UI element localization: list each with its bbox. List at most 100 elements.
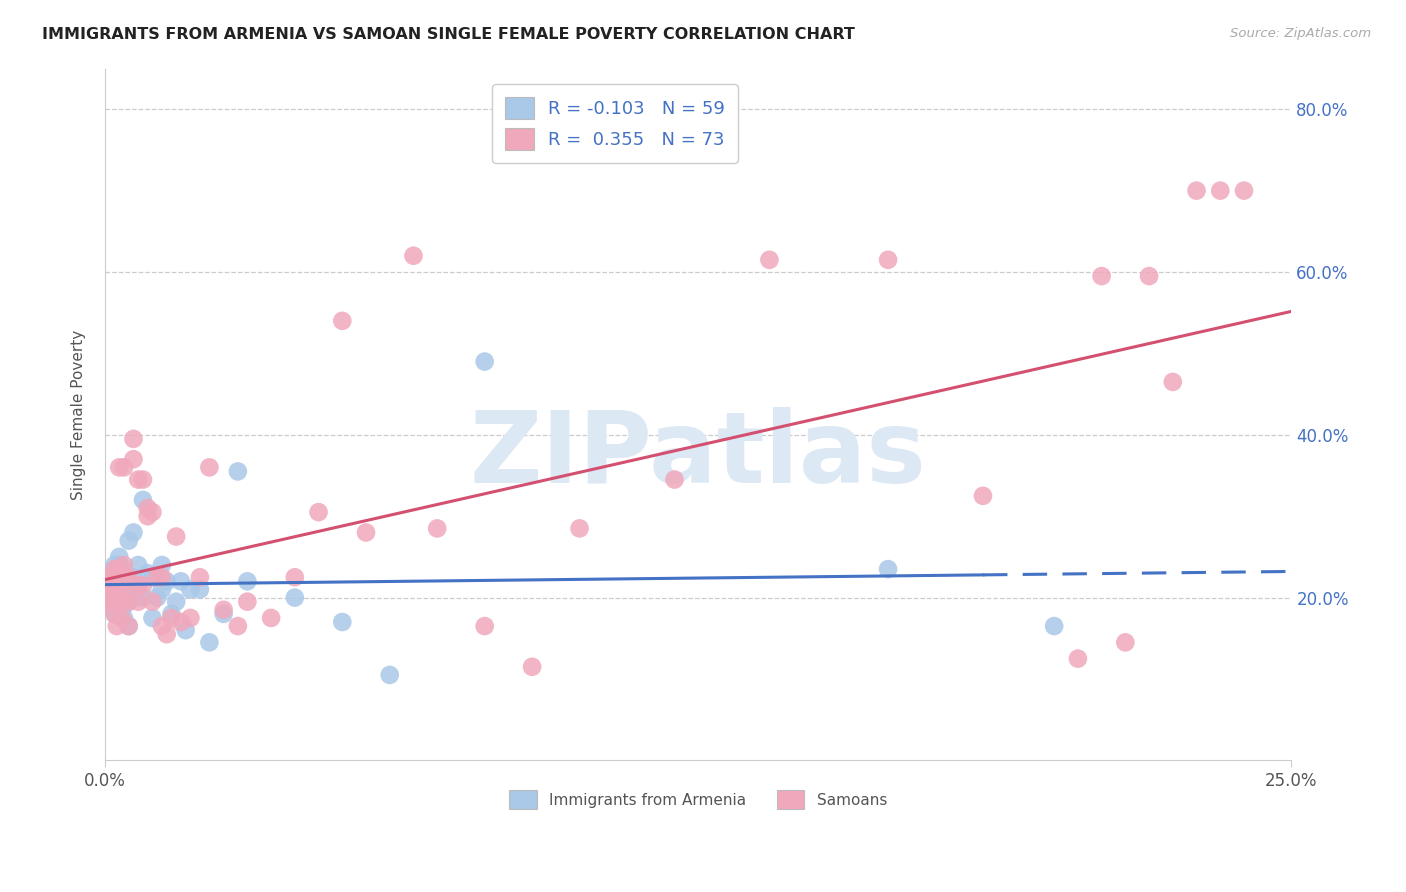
Point [122, 525, 145, 540]
Point [1091, 269, 1114, 284]
Point [112, 558, 135, 572]
Point [112, 599, 135, 613]
Point [354, 525, 377, 540]
Point [132, 591, 155, 605]
Point [146, 570, 169, 584]
Point [141, 570, 163, 584]
Point [118, 619, 141, 633]
Point [112, 578, 135, 592]
Point [170, 615, 193, 629]
Point [170, 574, 193, 589]
Point [115, 595, 138, 609]
Point [1114, 635, 1136, 649]
Legend: Immigrants from Armenia, Samoans: Immigrants from Armenia, Samoans [503, 784, 893, 815]
Point [118, 570, 141, 584]
Point [758, 252, 780, 267]
Point [127, 578, 149, 592]
Point [96, 574, 118, 589]
Point [1209, 184, 1232, 198]
Point [226, 619, 249, 633]
Point [165, 530, 187, 544]
Point [188, 570, 211, 584]
Point [118, 595, 141, 609]
Point [103, 570, 125, 584]
Point [98, 582, 121, 597]
Point [108, 570, 131, 584]
Point [97, 578, 120, 592]
Point [122, 432, 145, 446]
Point [284, 570, 307, 584]
Text: ZIPatlas: ZIPatlas [470, 408, 927, 505]
Point [96, 566, 118, 581]
Point [103, 566, 125, 581]
Point [132, 473, 155, 487]
Point [236, 595, 259, 609]
Point [108, 562, 131, 576]
Point [664, 473, 686, 487]
Point [101, 595, 124, 609]
Point [179, 611, 201, 625]
Point [188, 582, 211, 597]
Point [308, 505, 330, 519]
Point [260, 611, 283, 625]
Point [120, 578, 142, 592]
Point [568, 521, 591, 535]
Point [156, 574, 179, 589]
Point [127, 558, 149, 572]
Point [101, 574, 124, 589]
Point [160, 611, 183, 625]
Point [110, 603, 132, 617]
Point [150, 619, 173, 633]
Point [103, 595, 125, 609]
Point [112, 562, 135, 576]
Point [103, 578, 125, 592]
Point [132, 578, 155, 592]
Point [212, 607, 235, 621]
Point [146, 591, 169, 605]
Point [972, 489, 994, 503]
Point [127, 473, 149, 487]
Text: Source: ZipAtlas.com: Source: ZipAtlas.com [1230, 27, 1371, 40]
Point [378, 668, 401, 682]
Point [103, 582, 125, 597]
Point [236, 574, 259, 589]
Point [112, 611, 135, 625]
Point [110, 586, 132, 600]
Point [226, 465, 249, 479]
Point [98, 595, 121, 609]
Point [136, 566, 159, 581]
Point [474, 354, 496, 368]
Point [101, 566, 124, 581]
Point [179, 582, 201, 597]
Point [198, 635, 221, 649]
Point [141, 505, 163, 519]
Point [103, 607, 125, 621]
Point [101, 578, 124, 592]
Point [112, 460, 135, 475]
Point [198, 460, 221, 475]
Point [108, 578, 131, 592]
Point [212, 603, 235, 617]
Point [141, 611, 163, 625]
Point [118, 533, 141, 548]
Point [877, 252, 900, 267]
Point [108, 460, 131, 475]
Point [118, 619, 141, 633]
Point [132, 492, 155, 507]
Text: IMMIGRANTS FROM ARMENIA VS SAMOAN SINGLE FEMALE POVERTY CORRELATION CHART: IMMIGRANTS FROM ARMENIA VS SAMOAN SINGLE… [42, 27, 855, 42]
Point [103, 574, 125, 589]
Point [330, 615, 353, 629]
Point [115, 578, 138, 592]
Point [122, 570, 145, 584]
Point [103, 562, 125, 576]
Point [98, 595, 121, 609]
Point [103, 607, 125, 621]
Point [108, 591, 131, 605]
Point [122, 591, 145, 605]
Point [1043, 619, 1066, 633]
Point [127, 595, 149, 609]
Point [160, 607, 183, 621]
Point [141, 595, 163, 609]
Point [156, 627, 179, 641]
Point [426, 521, 449, 535]
